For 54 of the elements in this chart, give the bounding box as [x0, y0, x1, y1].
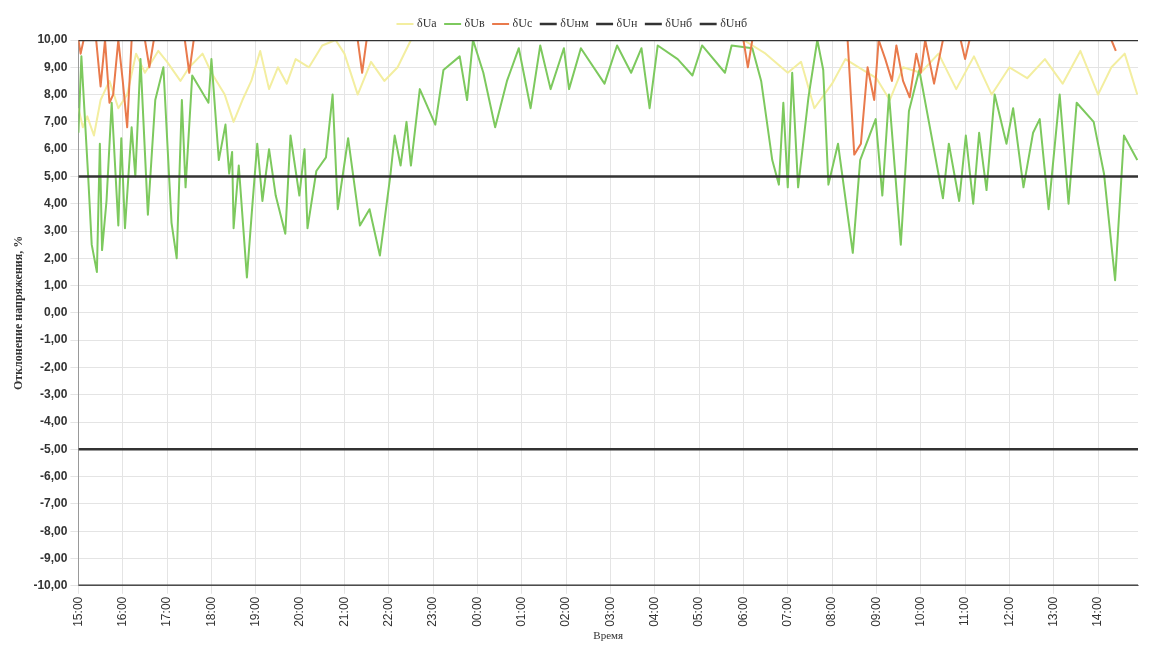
- legend-label: δUнб: [665, 16, 693, 31]
- x-axis-title: Время: [593, 629, 624, 642]
- y-tick-label: 10,00: [37, 32, 68, 47]
- x-tick-label: 15:00: [70, 596, 85, 627]
- x-tick-label: 13:00: [1046, 596, 1061, 627]
- legend-label: δUc: [512, 16, 533, 31]
- y-tick-label: 6,00: [44, 141, 68, 156]
- y-tick-label: 1,00: [44, 277, 68, 292]
- legend-label: δUнм: [560, 16, 589, 31]
- y-axis-title: Отклонение напряжения, %: [11, 235, 26, 391]
- x-tick-label: 21:00: [336, 596, 351, 627]
- legend-label: δUa: [416, 16, 438, 31]
- y-tick-label: 4,00: [44, 196, 68, 211]
- y-tick-label: -8,00: [40, 523, 68, 538]
- y-tick-label: -3,00: [40, 387, 68, 402]
- y-tick-label: -9,00: [40, 550, 68, 565]
- legend-label: δUнб: [720, 16, 748, 31]
- x-tick-label: 14:00: [1090, 596, 1105, 627]
- y-tick-label: -4,00: [40, 414, 68, 429]
- x-tick-label: 18:00: [203, 596, 218, 627]
- x-tick-label: 00:00: [469, 596, 484, 627]
- y-tick-label: 5,00: [44, 168, 68, 183]
- y-tick-label: -1,00: [40, 332, 68, 347]
- y-tick-label: 3,00: [44, 223, 68, 238]
- x-tick-label: 08:00: [824, 596, 839, 627]
- x-tick-label: 04:00: [647, 596, 662, 627]
- x-tick-label: 22:00: [381, 596, 396, 627]
- x-tick-label: 06:00: [735, 596, 750, 627]
- y-tick-label: -10,00: [33, 578, 68, 593]
- y-tick-label: -7,00: [40, 496, 68, 511]
- y-tick-label: -6,00: [40, 468, 68, 483]
- y-tick-label: 0,00: [44, 305, 68, 320]
- x-tick-label: 23:00: [425, 596, 440, 627]
- y-tick-label: 2,00: [44, 250, 68, 265]
- legend-label: δUн: [616, 16, 638, 31]
- x-tick-label: 16:00: [115, 596, 130, 627]
- x-tick-label: 19:00: [248, 596, 263, 627]
- y-tick-label: -5,00: [40, 441, 68, 456]
- y-tick-label: 7,00: [44, 114, 68, 129]
- x-tick-label: 05:00: [691, 596, 706, 627]
- x-tick-label: 12:00: [1001, 596, 1016, 627]
- x-tick-label: 09:00: [868, 596, 883, 627]
- x-tick-label: 11:00: [957, 596, 972, 626]
- x-tick-label: 20:00: [292, 596, 307, 627]
- x-tick-label: 07:00: [780, 596, 795, 627]
- x-tick-label: 02:00: [558, 596, 573, 627]
- legend-label: δUв: [464, 16, 485, 31]
- x-tick-label: 01:00: [514, 596, 529, 627]
- y-tick-label: 9,00: [44, 59, 68, 74]
- y-tick-label: -2,00: [40, 359, 68, 374]
- x-tick-label: 17:00: [159, 596, 174, 627]
- y-tick-label: 8,00: [44, 86, 68, 101]
- x-tick-label: 03:00: [602, 596, 617, 627]
- x-tick-label: 10:00: [913, 596, 928, 627]
